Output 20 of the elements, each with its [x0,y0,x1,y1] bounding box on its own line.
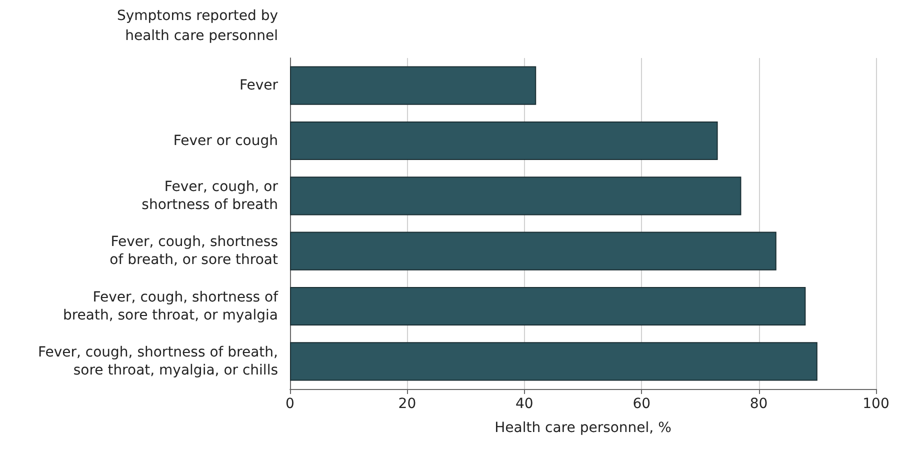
bar [290,232,776,270]
y-tick-label: Fever [239,78,278,94]
x-tick-label: 20 [398,396,416,412]
y-tick-label: Fever, cough, shortness of breath, sore throat, myalgia, or chills [38,344,278,378]
bar [290,121,718,160]
y-tick-label: Fever, cough, or shortness of breath [142,178,278,213]
y-tick-label: Fever or cough [173,132,278,149]
x-tick-label: 80 [750,396,768,412]
y-axis-title: Symptoms reported by health care personnel [116,8,278,44]
bar [290,176,742,216]
bar [290,66,536,105]
x-tick-label: 40 [515,396,534,412]
x-axis-title: Health care personnel, % [494,420,672,436]
x-tick-label: 60 [632,396,651,412]
x-tick-label: 0 [286,396,294,412]
y-tick-label: Fever, cough, shortness of breath, sore throat, or myalgia [62,289,280,324]
x-tick-label: 100 [862,396,890,412]
bar [290,286,806,326]
y-tick-label: Fever, cough, shortness of breath, or sore throat [110,234,279,268]
bar [290,342,818,381]
